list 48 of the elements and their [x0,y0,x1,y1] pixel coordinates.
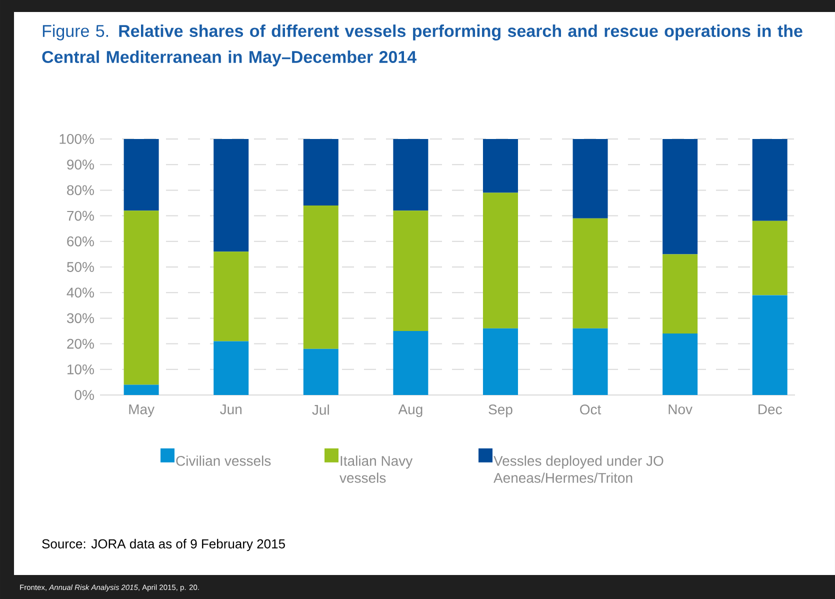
bar [752,138,788,221]
bar [662,138,698,254]
chart-title: Figure 5. Relative shares of different vessels performing search and rescue operations in the Central Mediterranean in May–December 2014 [42,24,802,66]
legend-label: Vessles deployed under JO Aeneas/Hermes/Triton [494,456,664,483]
y-tick-label: 50% [67,262,94,272]
bar [303,206,338,349]
bar [214,341,249,395]
source-note: Source: JORA data as of 9 February 2015 [42,538,285,552]
bar [662,334,698,395]
bar [752,220,788,296]
y-tick-label: 20% [67,338,94,349]
y-tick-label: 30% [66,313,94,324]
x-tick-label: Sep [488,404,512,418]
y-tick-label: 0% [74,390,94,400]
y-tick-label: 40% [66,288,94,298]
bar [393,330,428,395]
x-tick-label: Jul [312,404,329,415]
legend-label: Italian Navy vessels [340,456,413,483]
bar [393,138,428,211]
bar [303,138,338,206]
x-tick-label: Dec [758,404,782,414]
y-tick-label: 60% [67,236,94,246]
bar [482,138,518,193]
y-tick-label: 80% [67,185,94,196]
bar [662,254,698,334]
y-tick-label: 100% [60,134,94,144]
bar [124,384,159,395]
y-tick-label: 70% [67,210,94,221]
bar [124,138,159,211]
x-tick-label: Nov [668,404,692,414]
bar [482,192,518,328]
bar [572,138,608,218]
x-tick-label: Jun [220,404,242,414]
legend-label: Civilian vessels [176,456,271,466]
bar [124,210,159,385]
bar [572,328,608,395]
bar [214,252,249,342]
bar [303,348,338,395]
y-tick-label: 10% [68,364,94,374]
bar [752,295,788,395]
bar [572,218,608,328]
x-tick-label: Aug [398,404,422,418]
bar [214,138,249,252]
x-tick-label: May [129,404,155,418]
bar [482,328,518,395]
x-tick-label: Oct [580,404,602,414]
y-tick-label: 90% [67,160,94,170]
bar [393,210,428,331]
